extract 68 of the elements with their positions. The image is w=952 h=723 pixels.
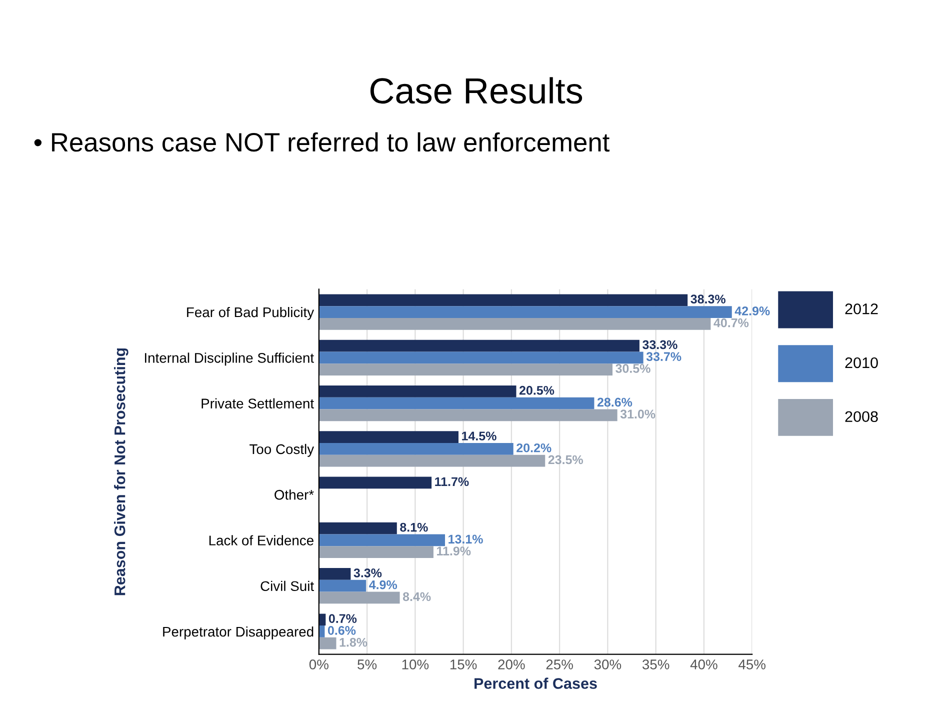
chart-subtitle: • Reasons case NOT referred to law enforcement [34, 132, 610, 152]
bar [318, 352, 644, 364]
x-tick-label: 30% [594, 660, 622, 670]
x-axis-title: Percent of Cases [474, 678, 597, 689]
data-label: 8.4% [402, 592, 431, 602]
data-label: 14.5% [462, 432, 496, 440]
data-label: 11.9% [437, 546, 471, 556]
data-label: 42.9% [734, 306, 770, 316]
x-tick-label: 10% [402, 660, 429, 670]
x-tick-label: 20% [498, 660, 525, 670]
bar [318, 340, 640, 352]
data-label: 8.1% [400, 522, 428, 532]
bar [318, 614, 326, 626]
y-tick-label: Too Costly [250, 444, 314, 457]
y-tick-label: Internal Discipline Sufficient [144, 352, 314, 366]
bar [318, 294, 688, 306]
data-label: 3.3% [354, 568, 382, 578]
x-tick-label: 15% [450, 660, 477, 670]
bar [318, 409, 618, 422]
data-label: 40.7% [714, 318, 749, 328]
data-label: 20.5% [519, 386, 554, 395]
bar [318, 431, 458, 444]
bar [318, 546, 434, 558]
x-tick-label: 5% [358, 660, 377, 670]
chart-title: Case Results [370, 77, 582, 104]
legend-label: 2008 [845, 411, 878, 422]
y-tick-label: Private Settlement [202, 398, 314, 408]
bar [318, 580, 366, 592]
data-label: 13.1% [448, 534, 483, 544]
data-label: 30.5% [616, 364, 650, 373]
bar [318, 397, 594, 410]
data-label: 4.9% [369, 580, 398, 590]
data-label: 0.6% [328, 626, 356, 635]
data-label: 31.0% [620, 410, 656, 419]
y-tick-label: Lack of Evidence [209, 535, 314, 546]
y-tick-label: Civil Suit [260, 580, 314, 592]
y-tick-label: Other* [274, 490, 314, 500]
bar [318, 534, 446, 546]
bar [318, 306, 732, 318]
bar [318, 476, 432, 489]
data-label: 28.6% [597, 398, 632, 407]
data-label: 33.7% [646, 352, 682, 362]
x-tick-label: 0% [309, 660, 328, 670]
bar [318, 522, 397, 534]
y-tick-label: Perpetrator Disappeared [163, 626, 314, 640]
bar [318, 568, 351, 580]
data-label: 11.7% [435, 477, 469, 486]
data-label: 1.8% [340, 638, 368, 647]
bar [318, 364, 613, 376]
y-tick-label: Fear of Bad Publicity [187, 306, 314, 320]
data-label: 33.3% [642, 340, 678, 350]
bar [318, 637, 336, 650]
x-tick-label: 35% [642, 660, 670, 670]
x-tick-label: 25% [546, 660, 573, 670]
bar [318, 454, 546, 467]
data-label: 38.3% [690, 294, 726, 304]
data-label: 0.7% [328, 614, 357, 623]
y-axis-title: Reason Given for Not Prosecuting [114, 348, 128, 596]
bar [318, 592, 400, 604]
x-tick-label: 40% [690, 660, 718, 670]
legend-label: 2010 [845, 357, 878, 368]
bar [318, 386, 516, 398]
x-tick-label: 45% [738, 660, 766, 670]
bar [318, 443, 514, 455]
legend-label: 2012 [845, 303, 878, 314]
bar [318, 318, 711, 330]
data-label: 20.2% [516, 443, 552, 452]
data-label: 23.5% [548, 455, 584, 464]
